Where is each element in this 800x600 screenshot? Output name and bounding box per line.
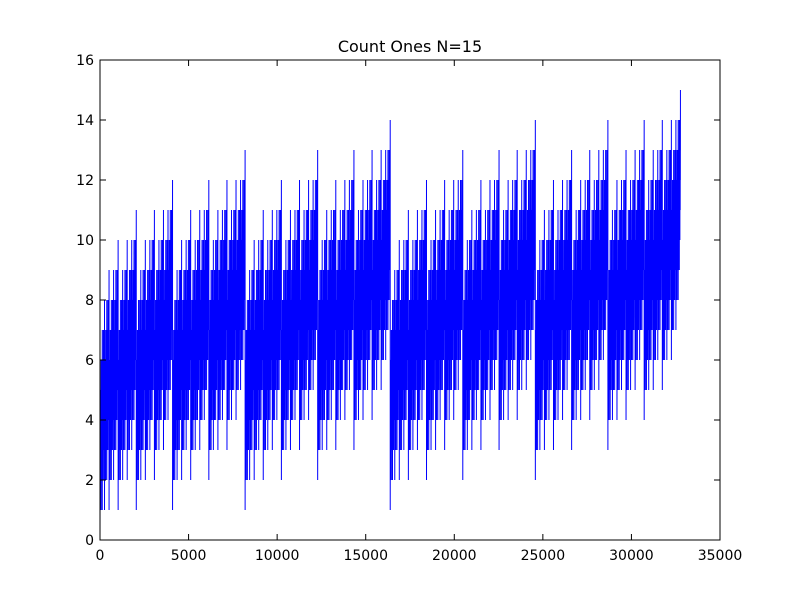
- x-tick-label: 15000: [343, 548, 388, 564]
- y-tick-label: 14: [76, 113, 94, 129]
- y-tick-label: 16: [76, 53, 94, 69]
- chart-title: Count Ones N=15: [338, 37, 482, 56]
- x-tick-label: 5000: [171, 548, 207, 564]
- y-tick-label: 6: [85, 353, 94, 369]
- y-tick-label: 10: [76, 233, 94, 249]
- x-tick-label: 20000: [432, 548, 477, 564]
- y-tick-label: 0: [85, 533, 94, 549]
- x-tick-label: 10000: [255, 548, 300, 564]
- y-tick-label: 2: [85, 473, 94, 489]
- x-tick-label: 35000: [698, 548, 743, 564]
- x-tick-label: 25000: [521, 548, 566, 564]
- y-tick-label: 4: [85, 413, 94, 429]
- series-line: [99, 89, 681, 541]
- x-tick-label: 0: [96, 548, 105, 564]
- series-group: [99, 89, 681, 541]
- y-tick-label: 12: [76, 173, 94, 189]
- x-tick-label: 30000: [609, 548, 654, 564]
- y-axis: 0 2 4 6 8 10 12 14 16: [76, 53, 720, 549]
- x-axis: 0 5000 10000 15000 20000 25000 30000 35000: [96, 60, 743, 564]
- y-tick-label: 8: [85, 293, 94, 309]
